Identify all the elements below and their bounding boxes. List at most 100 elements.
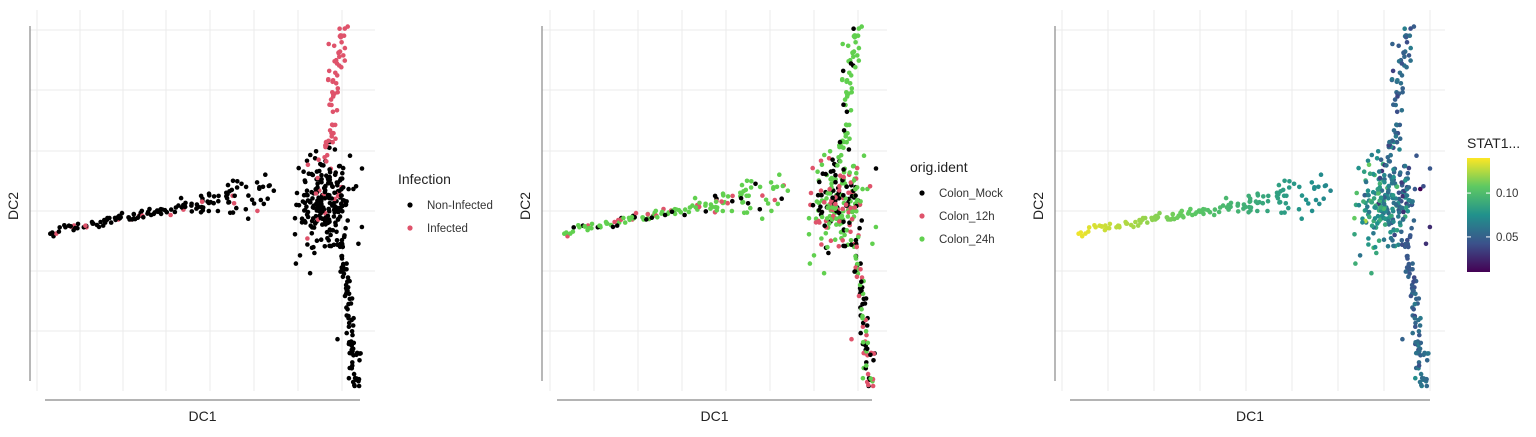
data-point xyxy=(75,221,81,227)
data-point xyxy=(308,152,313,158)
data-point xyxy=(1390,41,1395,47)
data-point xyxy=(870,383,876,389)
data-point xyxy=(1397,136,1403,141)
data-point xyxy=(850,209,855,215)
data-point xyxy=(305,214,311,220)
data-point xyxy=(854,170,859,176)
data-point xyxy=(337,163,343,169)
data-point xyxy=(1423,241,1429,247)
data-point xyxy=(326,238,332,243)
data-point xyxy=(334,229,339,235)
data-point xyxy=(315,205,321,210)
data-point xyxy=(853,193,858,198)
data-point xyxy=(858,288,864,294)
data-point xyxy=(859,279,864,285)
data-point xyxy=(1404,265,1410,270)
data-point xyxy=(1393,134,1399,139)
data-point xyxy=(827,149,833,154)
data-point xyxy=(848,205,853,211)
legend-swatch xyxy=(919,236,925,242)
data-point xyxy=(1388,229,1393,235)
data-point xyxy=(855,234,861,240)
data-point xyxy=(852,269,857,274)
data-point xyxy=(1411,24,1417,29)
data-point xyxy=(738,196,744,201)
data-point xyxy=(326,41,332,47)
data-point xyxy=(328,97,334,102)
data-point xyxy=(189,209,195,214)
data-point xyxy=(853,64,858,70)
data-point xyxy=(1400,90,1405,95)
data-point xyxy=(246,193,251,198)
data-point xyxy=(868,376,873,381)
data-point xyxy=(854,274,860,280)
data-point xyxy=(1260,200,1266,206)
data-point xyxy=(815,192,821,198)
data-point xyxy=(844,78,850,83)
data-point xyxy=(337,54,342,60)
data-point xyxy=(863,296,869,301)
data-point xyxy=(332,147,338,152)
data-point xyxy=(829,175,834,181)
data-point xyxy=(682,212,687,218)
data-point xyxy=(614,223,620,228)
legend-swatch xyxy=(407,202,413,208)
data-point xyxy=(864,332,869,338)
data-point xyxy=(1416,360,1422,365)
legend: STAT1... 0.05 0.10 xyxy=(1467,135,1520,272)
data-point xyxy=(785,188,791,193)
data-point xyxy=(324,159,329,164)
data-point xyxy=(753,181,758,187)
data-point xyxy=(335,216,341,222)
data-point xyxy=(1145,220,1150,225)
x-axis-label: DC1 xyxy=(700,408,728,424)
data-point xyxy=(1404,253,1410,259)
data-point xyxy=(837,183,842,189)
data-point xyxy=(83,223,88,228)
data-point xyxy=(1392,97,1398,102)
data-point xyxy=(1405,170,1411,176)
data-point xyxy=(1402,163,1408,169)
data-point xyxy=(1228,200,1234,206)
data-point xyxy=(330,109,336,115)
data-point xyxy=(1408,26,1413,31)
data-point xyxy=(1186,209,1192,215)
data-point xyxy=(1391,167,1396,172)
data-point xyxy=(853,253,858,259)
data-point xyxy=(589,225,594,231)
data-point xyxy=(342,58,348,63)
data-point xyxy=(853,237,859,243)
data-point xyxy=(1411,275,1417,280)
data-point xyxy=(846,147,852,152)
data-point xyxy=(1405,244,1411,250)
data-point xyxy=(857,225,862,231)
data-point xyxy=(822,200,827,205)
data-point xyxy=(168,207,174,212)
data-point xyxy=(768,180,774,185)
data-point xyxy=(1398,170,1403,175)
data-point xyxy=(610,224,616,230)
data-point xyxy=(1416,329,1422,334)
data-point xyxy=(1317,201,1322,207)
data-point xyxy=(1211,212,1217,218)
data-point xyxy=(842,232,847,238)
data-point xyxy=(313,186,319,192)
data-point xyxy=(232,193,237,199)
data-point xyxy=(603,219,609,225)
data-point xyxy=(1366,209,1372,215)
data-point xyxy=(1390,68,1396,74)
data-point xyxy=(837,139,843,145)
data-point xyxy=(840,238,845,243)
data-point xyxy=(305,236,310,241)
data-point xyxy=(334,61,340,66)
data-point xyxy=(1197,209,1203,215)
data-point xyxy=(359,224,365,230)
data-point xyxy=(1406,261,1412,267)
data-point xyxy=(1406,53,1412,58)
data-point xyxy=(329,202,335,207)
data-point xyxy=(1400,336,1405,342)
data-point xyxy=(1416,296,1422,301)
data-point xyxy=(350,323,356,328)
data-point xyxy=(1403,178,1408,183)
data-point xyxy=(662,212,668,218)
